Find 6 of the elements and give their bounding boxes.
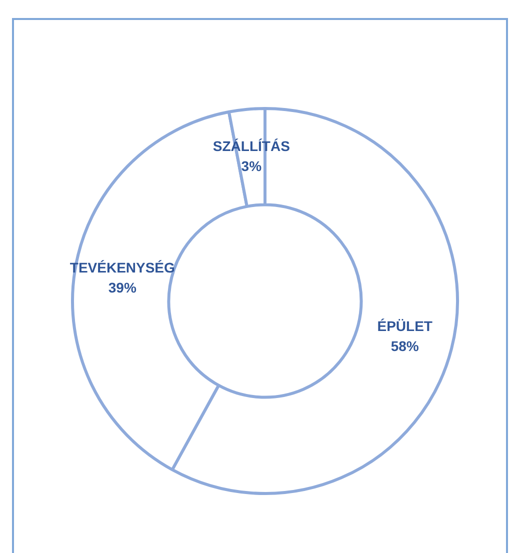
- slice-label: SZÁLLÍTÁS: [212, 138, 290, 154]
- slice-label: TEVÉKENYSÉG: [70, 259, 176, 276]
- slice-label: ÉPÜLET: [377, 318, 433, 334]
- data-label: 58%: [390, 338, 420, 354]
- data-label: 39%: [108, 279, 137, 296]
- data-label: 3%: [241, 158, 262, 174]
